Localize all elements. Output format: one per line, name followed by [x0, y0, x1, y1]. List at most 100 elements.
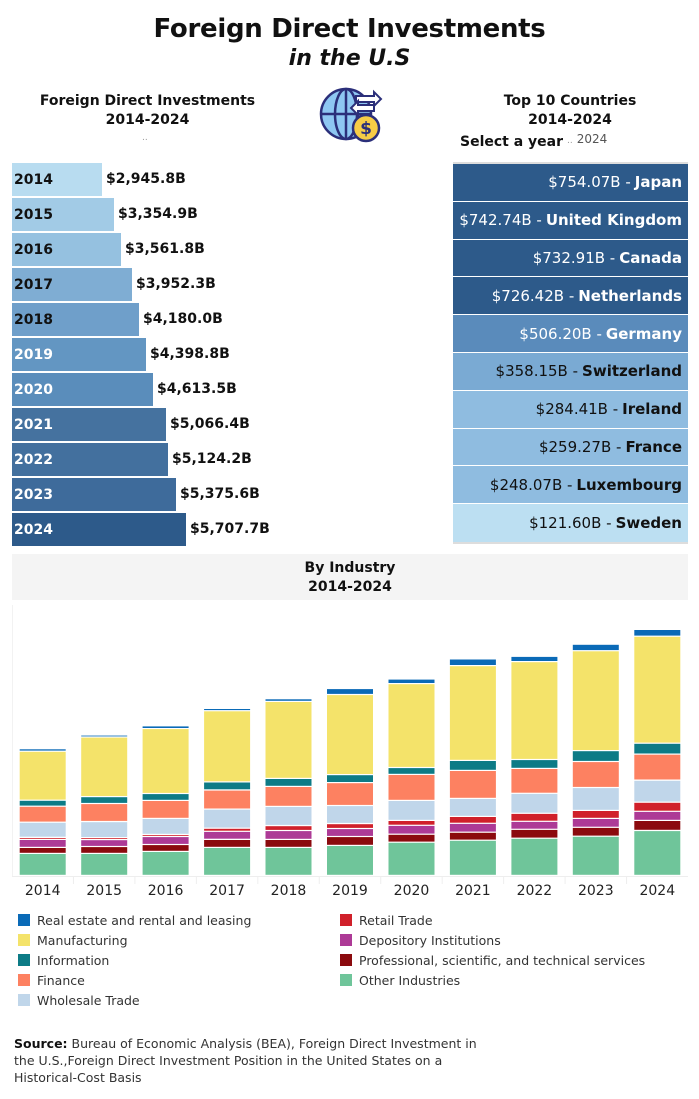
stack-segment[interactable]	[449, 832, 496, 840]
stack-segment[interactable]	[81, 804, 128, 821]
stack-segment[interactable]	[511, 769, 558, 793]
stack-segment[interactable]	[634, 630, 681, 636]
stack-segment[interactable]	[449, 823, 496, 832]
stack-segment[interactable]	[81, 735, 128, 737]
legend-item[interactable]: Retail Trade	[340, 910, 645, 930]
stack-segment[interactable]	[81, 854, 128, 875]
stack-segment[interactable]	[511, 829, 558, 838]
stack-segment[interactable]	[19, 848, 66, 853]
stack-segment[interactable]	[449, 817, 496, 823]
stack-segment[interactable]	[204, 782, 251, 790]
fdi-bar-row[interactable]: 2018 $4,180.0B	[12, 302, 442, 337]
stack-segment[interactable]	[327, 695, 373, 774]
stack-segment[interactable]	[327, 837, 373, 845]
fdi-bar-row[interactable]: 2020 $4,613.5B	[12, 372, 442, 407]
stack-segment[interactable]	[511, 838, 558, 875]
stack-segment[interactable]	[449, 771, 496, 798]
stack-segment[interactable]	[388, 842, 435, 875]
stack-segment[interactable]	[204, 831, 251, 839]
legend-item[interactable]: Manufacturing	[18, 930, 251, 950]
stack-segment[interactable]	[511, 813, 558, 821]
legend-item[interactable]: Professional, scientific, and technical …	[340, 950, 645, 970]
stack-segment[interactable]	[388, 679, 435, 683]
country-row[interactable]: $742.74B - United Kingdom	[453, 201, 688, 240]
fdi-bar-row[interactable]: 2015 $3,354.9B	[12, 197, 442, 232]
stack-segment[interactable]	[449, 799, 496, 816]
stack-segment[interactable]	[142, 852, 189, 875]
stack-segment[interactable]	[449, 840, 496, 875]
stack-segment[interactable]	[327, 783, 373, 805]
country-row[interactable]: $358.15B - Switzerland	[453, 352, 688, 391]
country-row[interactable]: $726.42B - Netherlands	[453, 277, 688, 316]
fdi-bar-row[interactable]: 2023 $5,375.6B	[12, 477, 442, 512]
fdi-bar-row[interactable]: 2019 $4,398.8B	[12, 337, 442, 372]
stack-segment[interactable]	[634, 831, 681, 875]
stack-segment[interactable]	[634, 780, 681, 802]
stack-segment[interactable]	[142, 845, 189, 851]
stack-segment[interactable]	[204, 709, 251, 711]
legend-item[interactable]: Real estate and rental and leasing	[18, 910, 251, 930]
stack-segment[interactable]	[572, 751, 619, 761]
fdi-bar[interactable]: 2018	[12, 303, 139, 336]
stack-segment[interactable]	[19, 838, 66, 839]
stack-segment[interactable]	[81, 822, 128, 837]
stack-segment[interactable]	[142, 726, 189, 728]
stack-segment[interactable]	[81, 797, 128, 803]
stack-segment[interactable]	[265, 831, 312, 839]
stack-segment[interactable]	[572, 819, 619, 827]
stack-segment[interactable]	[19, 749, 66, 751]
stack-segment[interactable]	[634, 821, 681, 830]
legend-item[interactable]: Depository Institutions	[340, 930, 645, 950]
legend-item[interactable]: Other Industries	[340, 970, 645, 990]
stack-segment[interactable]	[327, 846, 373, 875]
stack-segment[interactable]	[142, 801, 189, 818]
stack-segment[interactable]	[634, 636, 681, 743]
stack-segment[interactable]	[265, 840, 312, 847]
stack-segment[interactable]	[572, 827, 619, 836]
stack-segment[interactable]	[327, 806, 373, 823]
stack-segment[interactable]	[572, 644, 619, 651]
fdi-bar[interactable]: 2014	[12, 163, 102, 196]
fdi-bar-row[interactable]: 2022 $5,124.2B	[12, 442, 442, 477]
stack-segment[interactable]	[265, 779, 312, 786]
stack-segment[interactable]	[19, 806, 66, 822]
stack-segment[interactable]	[204, 711, 251, 782]
stack-segment[interactable]	[511, 656, 558, 661]
country-row[interactable]: $248.07B - Luxembourg	[453, 466, 688, 505]
stack-segment[interactable]	[511, 821, 558, 829]
stack-segment[interactable]	[142, 794, 189, 800]
stack-segment[interactable]	[19, 840, 66, 847]
stack-segment[interactable]	[449, 659, 496, 666]
fdi-bar-row[interactable]: 2014 $2,945.8B	[12, 162, 442, 197]
stack-segment[interactable]	[204, 828, 251, 831]
country-row[interactable]: $754.07B - Japan	[453, 164, 688, 202]
stack-segment[interactable]	[511, 793, 558, 813]
stack-segment[interactable]	[19, 751, 66, 800]
stack-segment[interactable]	[388, 684, 435, 767]
country-row[interactable]: $121.60B - Sweden	[453, 504, 688, 542]
fdi-bar[interactable]: 2023	[12, 478, 176, 511]
stack-segment[interactable]	[204, 848, 251, 875]
stack-segment[interactable]	[572, 651, 619, 750]
stack-segment[interactable]	[388, 801, 435, 820]
stack-segment[interactable]	[572, 762, 619, 787]
fdi-bar[interactable]: 2021	[12, 408, 166, 441]
stack-segment[interactable]	[265, 807, 312, 825]
stack-segment[interactable]	[142, 835, 189, 836]
country-row[interactable]: $506.20B - Germany	[453, 315, 688, 353]
stack-segment[interactable]	[204, 809, 251, 828]
stack-segment[interactable]	[327, 824, 373, 828]
stack-segment[interactable]	[327, 829, 373, 836]
stack-segment[interactable]	[634, 802, 681, 811]
stack-segment[interactable]	[634, 754, 681, 780]
stack-segment[interactable]	[19, 854, 66, 875]
stack-segment[interactable]	[449, 761, 496, 770]
legend-item[interactable]: Wholesale Trade	[18, 990, 251, 1010]
stack-segment[interactable]	[634, 811, 681, 820]
fdi-bar-row[interactable]: 2024 $5,707.7B	[12, 512, 442, 547]
stack-segment[interactable]	[265, 826, 312, 830]
country-row[interactable]: $284.41B - Ireland	[453, 390, 688, 429]
country-row[interactable]: $259.27B - France	[453, 428, 688, 467]
stack-segment[interactable]	[142, 729, 189, 793]
stack-segment[interactable]	[572, 788, 619, 810]
